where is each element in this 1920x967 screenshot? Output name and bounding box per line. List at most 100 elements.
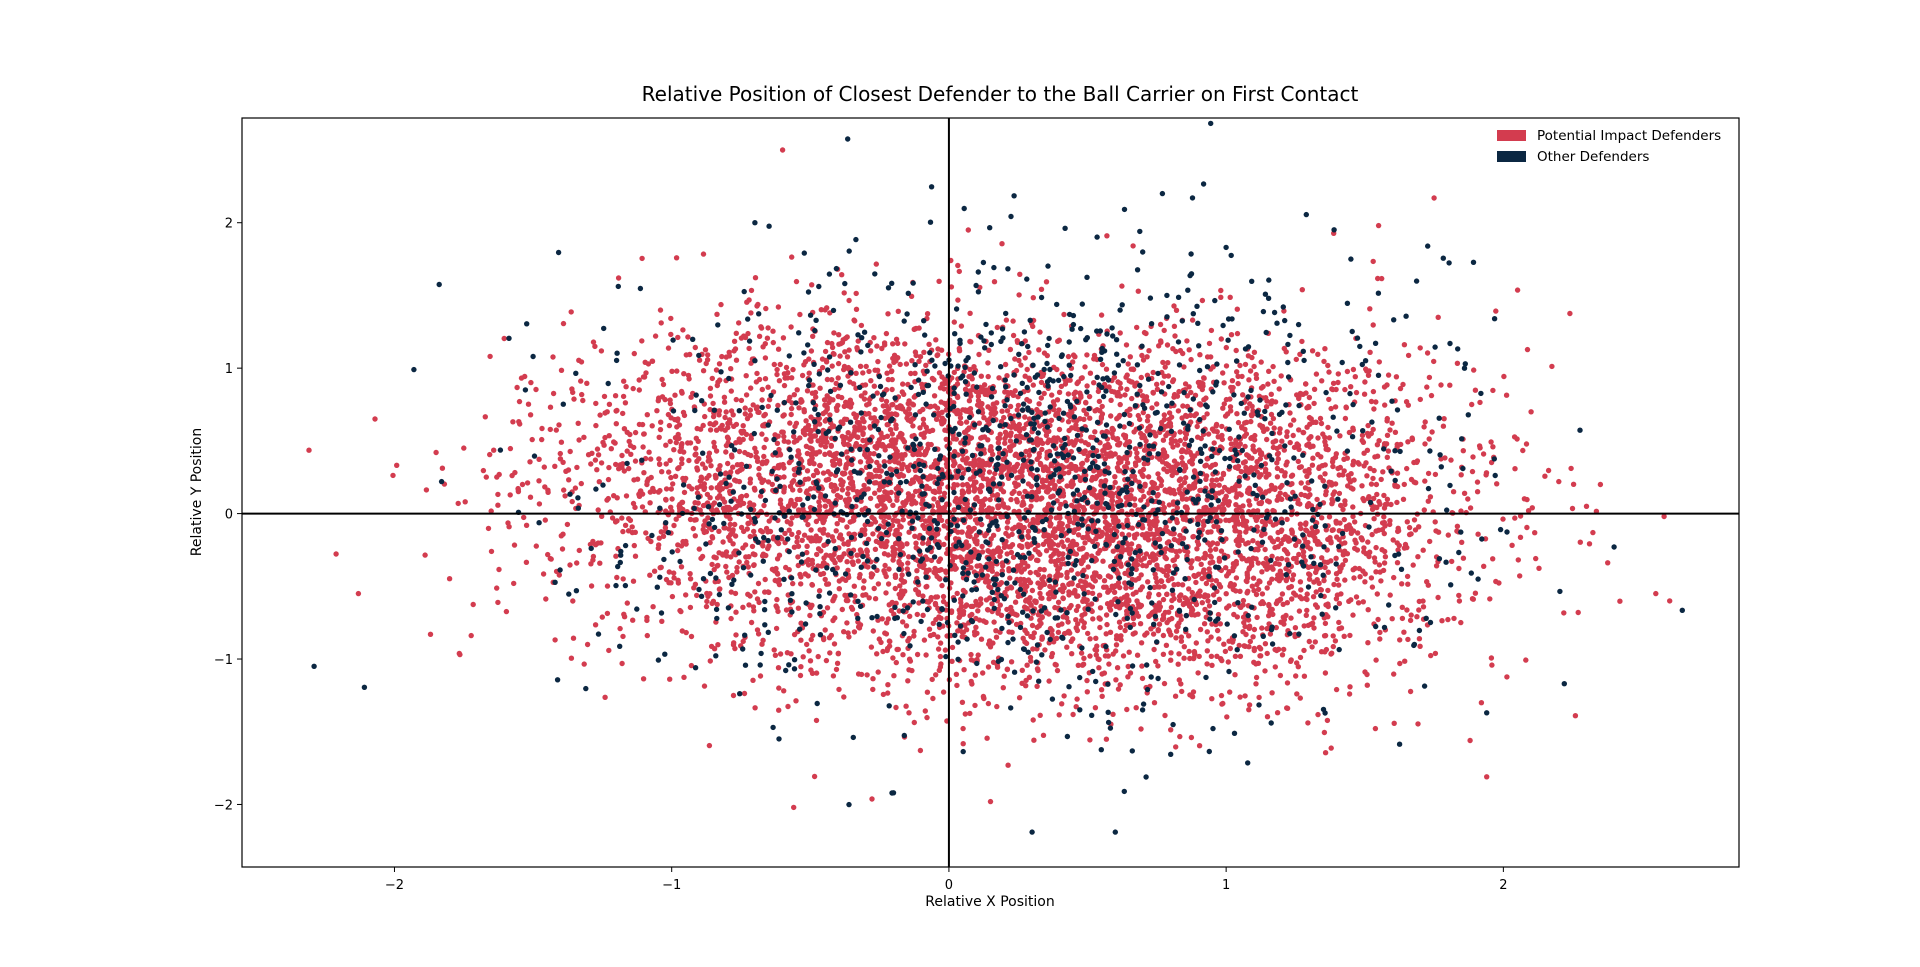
potential-impact-defender-point bbox=[926, 626, 933, 632]
potential-impact-defender-point bbox=[1199, 600, 1206, 606]
potential-impact-defender-point bbox=[696, 357, 703, 363]
potential-impact-defender-point bbox=[1387, 427, 1393, 433]
potential-impact-defender-point bbox=[996, 375, 1002, 381]
potential-impact-defender-point bbox=[1125, 663, 1131, 670]
potential-impact-defender-point bbox=[1214, 627, 1221, 634]
potential-impact-defender-point bbox=[1055, 629, 1062, 635]
potential-impact-defender-point bbox=[675, 577, 681, 583]
potential-impact-defender-point bbox=[864, 672, 870, 678]
potential-impact-defender-point bbox=[825, 469, 831, 475]
potential-impact-defender-point bbox=[1038, 395, 1045, 401]
potential-impact-defender-point bbox=[1391, 574, 1397, 581]
potential-impact-defender-point bbox=[1001, 414, 1007, 421]
potential-impact-defender-point bbox=[1429, 429, 1435, 435]
potential-impact-defender-point bbox=[1139, 532, 1146, 538]
potential-impact-defender-point bbox=[879, 616, 885, 622]
potential-impact-defender-point bbox=[1313, 589, 1319, 595]
potential-impact-defender-point bbox=[1284, 459, 1290, 465]
potential-impact-defender-point bbox=[831, 641, 838, 647]
potential-impact-defender-point bbox=[631, 477, 637, 483]
potential-impact-defender-point bbox=[632, 504, 638, 511]
potential-impact-defender-point bbox=[728, 408, 735, 414]
potential-impact-defender-point bbox=[1511, 434, 1518, 440]
potential-impact-defender-point bbox=[521, 514, 527, 521]
potential-impact-defender-point bbox=[781, 474, 787, 480]
potential-impact-defender-point bbox=[1027, 654, 1034, 661]
potential-impact-defender-point bbox=[1127, 354, 1134, 360]
potential-impact-defender-point bbox=[1367, 306, 1373, 312]
potential-impact-defender-point bbox=[698, 555, 704, 562]
potential-impact-defender-point bbox=[822, 348, 829, 355]
potential-impact-defender-point bbox=[1008, 496, 1014, 503]
potential-impact-defender-point bbox=[1219, 432, 1225, 439]
potential-impact-defender-point bbox=[968, 678, 974, 685]
potential-impact-defender-point bbox=[1205, 598, 1211, 604]
potential-impact-defender-point bbox=[722, 414, 728, 421]
potential-impact-defender-point bbox=[1385, 372, 1392, 378]
potential-impact-defender-point bbox=[1314, 577, 1320, 583]
potential-impact-defender-point bbox=[1401, 342, 1408, 348]
potential-impact-defender-point bbox=[1066, 469, 1072, 476]
potential-impact-defender-point bbox=[1076, 492, 1083, 498]
potential-impact-defender-point bbox=[836, 534, 843, 541]
potential-impact-defender-point bbox=[564, 521, 571, 528]
potential-impact-defender-point bbox=[879, 345, 885, 352]
potential-impact-defender-point bbox=[390, 472, 396, 479]
potential-impact-defender-point bbox=[1227, 294, 1233, 300]
potential-impact-defender-point bbox=[724, 434, 731, 440]
potential-impact-defender-point bbox=[1126, 649, 1132, 655]
potential-impact-defender-point bbox=[1533, 555, 1539, 562]
potential-impact-defender-point bbox=[1431, 358, 1437, 365]
potential-impact-defender-point bbox=[1542, 473, 1548, 479]
potential-impact-defender-point bbox=[1493, 308, 1499, 314]
potential-impact-defender-point bbox=[848, 475, 854, 481]
potential-impact-defender-point bbox=[1376, 359, 1383, 365]
potential-impact-defender-point bbox=[668, 474, 674, 481]
potential-impact-defender-point bbox=[1347, 632, 1353, 639]
potential-impact-defender-point bbox=[658, 529, 664, 535]
potential-impact-defender-point bbox=[620, 393, 627, 400]
potential-impact-defender-point bbox=[1432, 471, 1439, 478]
potential-impact-defender-point bbox=[1400, 381, 1406, 388]
potential-impact-defender-point bbox=[1176, 477, 1183, 483]
potential-impact-defender-point bbox=[1311, 615, 1317, 621]
potential-impact-defender-point bbox=[485, 525, 492, 532]
potential-impact-defender-point bbox=[1310, 455, 1316, 461]
potential-impact-defender-point bbox=[880, 648, 886, 655]
potential-impact-defender-point bbox=[1156, 621, 1163, 627]
potential-impact-defender-point bbox=[874, 343, 880, 349]
potential-impact-defender-point bbox=[1336, 582, 1342, 588]
potential-impact-defender-point bbox=[1062, 381, 1069, 387]
potential-impact-defender-point bbox=[896, 558, 902, 565]
potential-impact-defender-point bbox=[1065, 353, 1072, 360]
potential-impact-defender-point bbox=[1030, 382, 1037, 388]
potential-impact-defender-point bbox=[1381, 530, 1388, 537]
potential-impact-defender-point bbox=[542, 517, 548, 523]
potential-impact-defender-point bbox=[1123, 342, 1130, 348]
potential-impact-defender-point bbox=[647, 572, 653, 578]
potential-impact-defender-point bbox=[496, 566, 502, 573]
potential-impact-defender-point bbox=[820, 410, 826, 417]
potential-impact-defender-point bbox=[777, 361, 783, 368]
potential-impact-defender-point bbox=[876, 487, 882, 493]
potential-impact-defender-point bbox=[1470, 454, 1476, 460]
potential-impact-defender-point bbox=[871, 383, 877, 389]
potential-impact-defender-point bbox=[1281, 646, 1287, 653]
potential-impact-defender-point bbox=[1365, 539, 1371, 545]
potential-impact-defender-point bbox=[791, 392, 797, 398]
potential-impact-defender-point bbox=[1141, 555, 1148, 561]
potential-impact-defender-point bbox=[1036, 347, 1042, 353]
potential-impact-defender-point bbox=[926, 341, 932, 347]
potential-impact-defender-point bbox=[839, 606, 845, 613]
potential-impact-defender-point bbox=[1098, 312, 1105, 318]
potential-impact-defender-point bbox=[736, 448, 743, 455]
potential-impact-defender-point bbox=[539, 425, 545, 432]
potential-impact-defender-point bbox=[1311, 400, 1317, 407]
potential-impact-defender-point bbox=[845, 485, 851, 492]
potential-impact-defender-point bbox=[793, 278, 800, 285]
potential-impact-defender-point bbox=[1392, 429, 1399, 435]
potential-impact-defender-point bbox=[1410, 562, 1416, 568]
potential-impact-defender-point bbox=[917, 425, 923, 431]
potential-impact-defender-point bbox=[1281, 345, 1288, 352]
potential-impact-defender-point bbox=[900, 619, 906, 625]
